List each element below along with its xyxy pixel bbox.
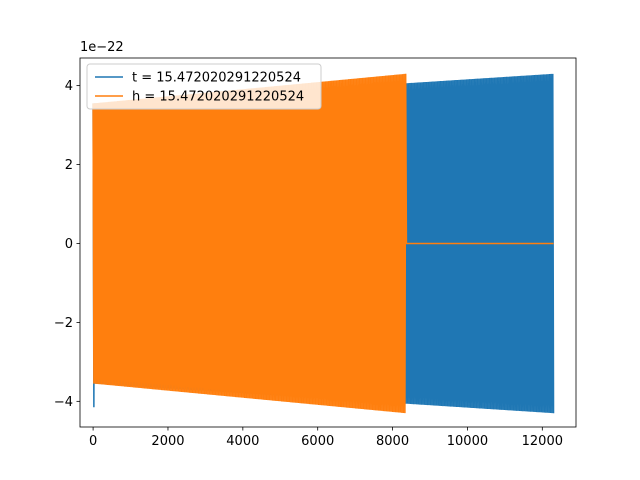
y-tick-label-4: 4: [65, 79, 73, 94]
y-offset-text: 1e−22: [80, 40, 124, 55]
x-tick-label-12000: 12000: [522, 434, 563, 449]
axes: 0 2000 4000 6000 8000 10000 12000 −4 −2 0 2 4 1e−22: [54, 40, 577, 449]
x-tick-label-6000: 6000: [301, 434, 334, 449]
x-tick-label-10000: 10000: [447, 434, 488, 449]
legend-label-0: t = 15.472020291220524: [132, 71, 301, 86]
x-tick-label-8000: 8000: [376, 434, 409, 449]
legend: t = 15.472020291220524 h = 15.47202029122…: [86, 63, 322, 110]
x-tick-label-4000: 4000: [226, 434, 259, 449]
x-tick-label-2000: 2000: [151, 434, 184, 449]
y-tick-label-2: 2: [65, 158, 73, 173]
legend-label-1: h = 15.472020291220524: [132, 90, 304, 105]
x-tick-label-0: 0: [89, 434, 97, 449]
y-tick-label--2: −2: [54, 316, 73, 331]
y-tick-label--4: −4: [54, 395, 73, 410]
y-tick-label-0: 0: [65, 237, 73, 252]
legend-box: [86, 63, 322, 110]
axes-frame: [79, 57, 577, 428]
plot-area: [92, 73, 555, 414]
